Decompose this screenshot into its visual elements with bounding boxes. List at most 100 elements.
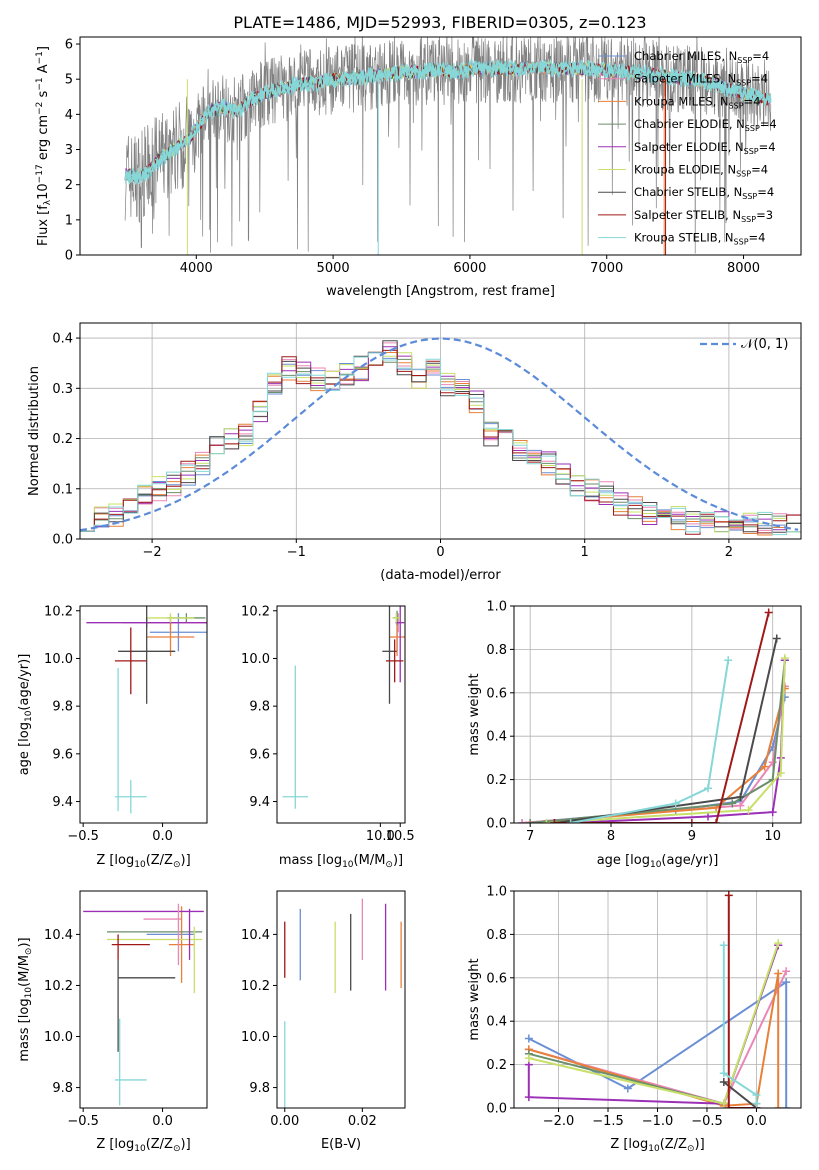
histogram-x-axis-label: (data-model)/error xyxy=(380,568,501,583)
legend-sub: SSP xyxy=(729,101,744,110)
legend-text: Chabrier STELIB, N xyxy=(634,185,742,199)
axes-frame xyxy=(513,605,802,824)
spectrum-y-axis-label: Flux [fλ10−17 erg cm−2 s−1 A−1] xyxy=(35,46,53,246)
series-marker xyxy=(768,808,777,817)
mw-z-y-axis-label: mass weight xyxy=(467,958,482,1040)
label-part: Z [log xyxy=(610,1137,648,1152)
histogram-legend-label: 𝒩(0, 1) xyxy=(741,337,788,352)
series-line xyxy=(546,658,786,823)
label-part: )] xyxy=(17,937,32,947)
y-tick-label: 0.0 xyxy=(486,817,507,832)
y-tick-label: 4 xyxy=(65,108,73,123)
label-part: λ xyxy=(43,199,53,205)
x-tick-label: 1 xyxy=(581,545,589,560)
series-marker xyxy=(687,819,696,823)
series-marker xyxy=(736,801,745,810)
x-tick-label: −2.0 xyxy=(543,1114,575,1129)
label-part: (age/yr)] xyxy=(17,654,32,711)
series-marker xyxy=(724,656,733,665)
series-marker xyxy=(526,819,535,823)
axes-frame xyxy=(79,605,208,824)
label-part: 10 xyxy=(650,860,662,870)
label-part: mass [log xyxy=(279,853,342,868)
legend-entry: Salpeter ELODIE, NSSP=4 xyxy=(634,140,776,156)
legend-text: Salpeter MILES, N xyxy=(634,72,736,86)
mw-age-x-axis-label: age [log10(age/yr)] xyxy=(597,853,719,870)
x-tick-label: −2 xyxy=(143,545,162,560)
legend-entry: Salpeter MILES, NSSP=4 xyxy=(634,72,768,88)
y-tick-label: 10.4 xyxy=(241,928,270,943)
y-tick-label: 10.2 xyxy=(241,604,270,619)
figure-title: PLATE=1486, MJD=52993, FIBERID=0305, z=0… xyxy=(233,13,646,32)
series-marker xyxy=(752,1090,761,1099)
series-marker xyxy=(719,1099,728,1108)
plot-area xyxy=(86,606,207,814)
legend-sub: SSP xyxy=(741,215,756,224)
y-tick-label: 9.6 xyxy=(52,747,73,762)
series-marker xyxy=(728,799,737,808)
label-part: (M/M xyxy=(354,853,386,868)
label-part: Z [log xyxy=(96,853,134,868)
series-marker xyxy=(623,1084,632,1093)
plot-area xyxy=(83,903,204,1106)
legend-sub: SSP xyxy=(744,147,759,156)
legend-entry: Chabrier MILES, NSSP=4 xyxy=(634,49,769,65)
x-tick-label: 0.00 xyxy=(270,1114,299,1129)
series-marker xyxy=(776,769,785,778)
y-tick-label: 10.2 xyxy=(44,979,73,994)
mass-z-x-axis-label: Z [log10(Z/Z⊙)] xyxy=(96,1137,190,1154)
axes-frame xyxy=(79,890,208,1109)
series-line xyxy=(527,944,780,1105)
series-line xyxy=(554,612,770,823)
x-tick-label: 0.0 xyxy=(152,1114,173,1129)
legend-tail: =4 xyxy=(749,231,766,245)
y-tick-label: 6 xyxy=(65,38,73,53)
series-line xyxy=(528,944,780,1105)
y-tick-label: 1.0 xyxy=(486,885,507,900)
normal-distribution-curve xyxy=(80,337,799,532)
axes-frame xyxy=(276,890,406,1109)
x-tick-label: 6000 xyxy=(453,261,486,276)
series-marker xyxy=(772,634,781,643)
legend-tail: =4 xyxy=(759,140,776,154)
y-tick-label: 2 xyxy=(65,178,73,193)
histogram-y-axis-label: Normed distribution xyxy=(27,366,42,496)
y-tick-label: 1 xyxy=(65,213,73,228)
series-marker xyxy=(782,1104,791,1108)
legend-text: Kroupa MILES, N xyxy=(634,94,729,108)
legend-tail: =4 xyxy=(744,94,761,108)
series-marker xyxy=(524,1054,533,1063)
y-tick-label: 0.4 xyxy=(52,332,73,347)
age-z-y-axis-label: age [log10(age/yr)] xyxy=(17,654,34,776)
y-tick-label: 10.4 xyxy=(44,928,73,943)
legend-entry: Kroupa ELODIE, NSSP=4 xyxy=(634,163,768,179)
label-part: −17 xyxy=(35,164,45,183)
y-tick-label: 10.2 xyxy=(44,604,73,619)
series-line xyxy=(570,660,730,823)
spectrum-axes-frame xyxy=(79,36,802,256)
label-part: (Z/Z xyxy=(146,1137,173,1152)
series-line xyxy=(722,945,758,1104)
x-tick-label: 4000 xyxy=(180,261,213,276)
y-tick-label: 10.0 xyxy=(44,652,73,667)
x-tick-label: 0.0 xyxy=(152,829,173,844)
legend-tail: =4 xyxy=(757,185,774,199)
panel-mass-weight-vs-z: −2.0 −1.5 −1.0 −0.5 0.0 0.0 0.2 0.4 0.6 0.8 1.0 Z [… xyxy=(467,885,802,1154)
series-marker xyxy=(719,1077,728,1086)
y-tick-label: 9.8 xyxy=(52,700,73,715)
series-marker xyxy=(736,792,745,801)
mass-ebv-x-axis-label: E(B-V) xyxy=(321,1137,361,1152)
label-part: )] xyxy=(181,1137,191,1152)
y-tick-label: 0.8 xyxy=(486,928,507,943)
y-tick-label: 9.4 xyxy=(249,795,270,810)
legend-sub: SSP xyxy=(745,124,760,133)
series-marker xyxy=(760,762,769,771)
label-part: (age/yr)] xyxy=(661,853,718,868)
label-part: ⊙ xyxy=(385,860,393,870)
plot-area xyxy=(518,608,789,823)
legend-text: Kroupa STELIB, N xyxy=(634,231,734,245)
label-part: (Z/Z xyxy=(660,1137,687,1152)
panel-age-vs-z: −0.5 0.09.49.69.810.010.2Z [log10(Z/Z⊙)]a… xyxy=(17,604,208,870)
